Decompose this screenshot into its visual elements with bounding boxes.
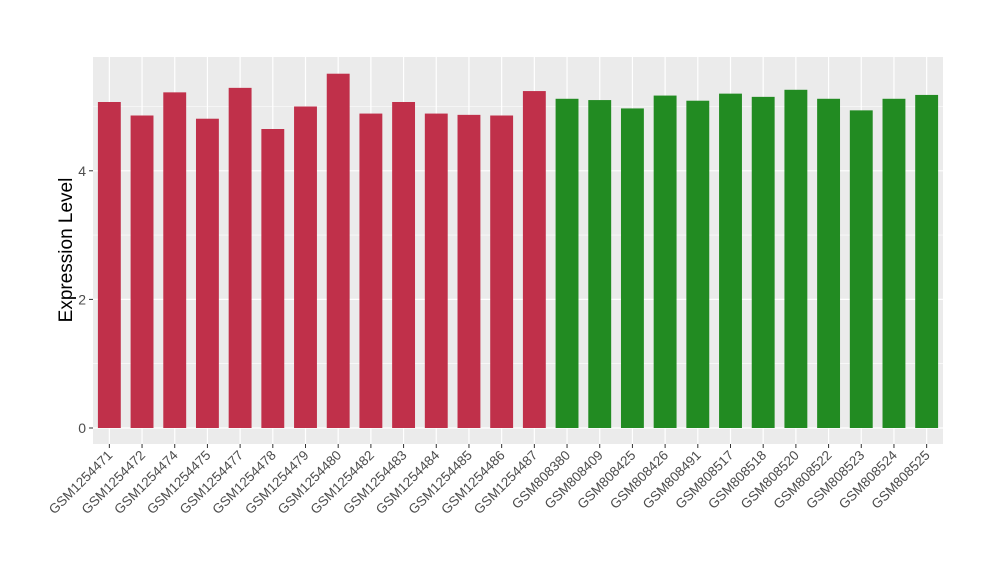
y-axis: 0 2 4 (78, 163, 93, 436)
bar-GSM1254483 (392, 101, 416, 429)
bar-GSM808409 (588, 100, 612, 428)
bar-GSM808520 (784, 89, 808, 429)
bar-GSM1254484 (424, 113, 448, 428)
bar-GSM808522 (817, 98, 841, 428)
x-axis: GSM1254471GSM1254472GSM1254474GSM1254475… (46, 444, 933, 517)
bar-GSM808524 (882, 98, 906, 428)
bar-GSM808426 (653, 95, 677, 428)
bar-GSM1254480 (326, 73, 350, 428)
bar-GSM1254471 (97, 101, 121, 429)
y-tick-label: 4 (78, 163, 86, 179)
bar-GSM1254482 (359, 113, 383, 428)
bar-GSM808491 (686, 100, 710, 428)
y-tick-label: 0 (78, 420, 86, 436)
bar-GSM1254474 (163, 92, 187, 428)
bar-GSM808517 (719, 93, 742, 428)
bar-GSM808380 (555, 98, 579, 428)
bar-GSM1254477 (228, 87, 252, 428)
bar-GSM1254479 (294, 106, 317, 428)
bar-GSM1254475 (195, 118, 219, 428)
bar-GSM1254486 (490, 115, 514, 428)
bar-GSM808518 (751, 96, 775, 428)
bar-GSM1254487 (522, 91, 546, 429)
bar-GSM808525 (915, 94, 939, 429)
y-axis-label: Expression Level (56, 178, 77, 323)
plot-panel (93, 57, 943, 444)
y-tick-label: 2 (78, 291, 86, 307)
bar-GSM1254472 (130, 115, 154, 428)
bar-GSM808523 (849, 110, 873, 428)
bars (97, 73, 939, 429)
bar-GSM808425 (620, 108, 644, 428)
bar-GSM1254478 (261, 129, 285, 428)
bar-GSM1254485 (457, 114, 481, 428)
